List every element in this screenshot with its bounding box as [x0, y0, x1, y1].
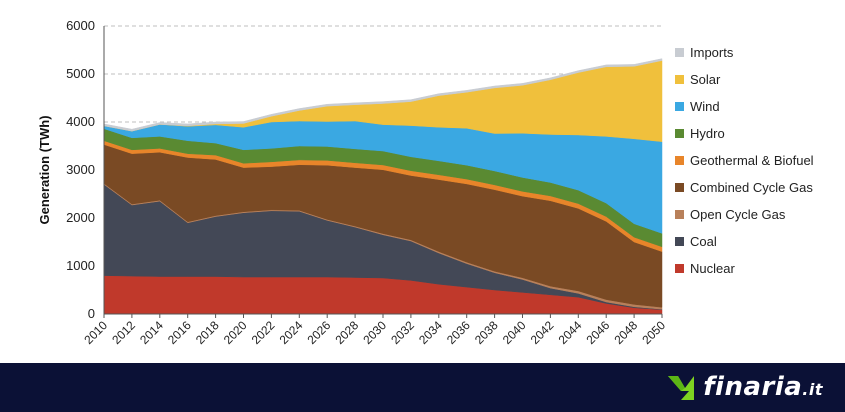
x-tick-label: 2018 [193, 318, 222, 347]
x-tick-label: 2022 [249, 318, 278, 347]
legend-swatch [675, 183, 684, 192]
x-tick-label: 2038 [472, 318, 501, 347]
green-arrow-logo-icon [668, 376, 695, 400]
legend-item: Combined Cycle Gas [675, 180, 813, 195]
x-tick-label: 2044 [556, 318, 585, 347]
footer-banner: finaria.it [0, 363, 845, 412]
legend-item: Coal [675, 234, 717, 249]
legend-label: Coal [690, 234, 717, 249]
legend-label: Wind [690, 99, 720, 114]
x-tick-label: 2016 [165, 318, 194, 347]
x-tick-label: 2050 [639, 318, 668, 347]
y-tick-label: 0 [88, 306, 95, 321]
legend-item: Wind [675, 99, 720, 114]
x-tick-label: 2034 [416, 318, 445, 347]
x-tick-label: 2048 [611, 318, 640, 347]
x-tick-label: 2010 [81, 318, 110, 347]
legend-label: Hydro [690, 126, 725, 141]
legend-item: Imports [675, 45, 734, 60]
legend-label: Solar [690, 72, 721, 87]
legend-item: Hydro [675, 126, 725, 141]
legend-label: Imports [690, 45, 734, 60]
legend-swatch [675, 129, 684, 138]
legend-item: Geothermal & Biofuel [675, 153, 814, 168]
y-tick-label: 4000 [66, 114, 95, 129]
y-axis-title: Generation (TWh) [37, 115, 52, 224]
x-tick-label: 2032 [388, 318, 417, 347]
legend-label: Nuclear [690, 261, 735, 276]
x-tick-label: 2030 [360, 318, 389, 347]
y-tick-label: 2000 [66, 210, 95, 225]
brand-suffix: .it [802, 379, 823, 399]
x-tick-label: 2012 [109, 318, 138, 347]
x-tick-label: 2026 [305, 318, 334, 347]
legend-swatch [675, 210, 684, 219]
legend-item: Nuclear [675, 261, 735, 276]
brand-logo[interactable]: finaria.it [667, 371, 823, 403]
legend-swatch [675, 264, 684, 273]
x-tick-label: 2014 [137, 318, 166, 347]
y-tick-label: 1000 [66, 258, 95, 273]
legend: Imports Solar Wind Hydro Geothermal & Biofue… [675, 45, 814, 276]
x-tick-label: 2040 [500, 318, 529, 347]
x-tick-label: 2042 [528, 318, 557, 347]
brand-name: finaria.it [703, 371, 823, 402]
legend-item: Solar [675, 72, 721, 87]
y-tick-label: 5000 [66, 66, 95, 81]
legend-label: Open Cycle Gas [690, 207, 786, 222]
legend-swatch [675, 75, 684, 84]
x-tick-label: 2046 [584, 318, 613, 347]
legend-label: Geothermal & Biofuel [690, 153, 814, 168]
legend-swatch [675, 102, 684, 111]
y-tick-label: 6000 [66, 18, 95, 33]
x-tick-label: 2020 [221, 318, 250, 347]
area-imports [103, 58, 663, 132]
x-tick-label: 2036 [444, 318, 473, 347]
area-series [103, 58, 663, 315]
legend-swatch [675, 48, 684, 57]
legend-label: Combined Cycle Gas [690, 180, 813, 195]
legend-item: Open Cycle Gas [675, 207, 786, 222]
legend-swatch [675, 237, 684, 246]
y-tick-label: 3000 [66, 162, 95, 177]
x-tick-label: 2024 [277, 318, 306, 347]
x-tick-label: 2028 [332, 318, 361, 347]
legend-swatch [675, 156, 684, 165]
